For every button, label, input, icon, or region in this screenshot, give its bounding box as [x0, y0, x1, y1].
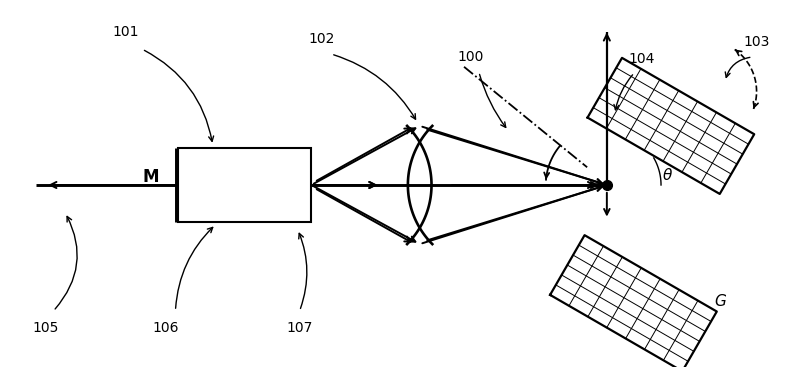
Text: 104: 104	[628, 52, 654, 66]
Bar	[178, 148, 311, 222]
Text: 106: 106	[152, 321, 179, 335]
Text: M: M	[142, 168, 159, 186]
Text: 105: 105	[32, 321, 58, 335]
Text: G: G	[714, 294, 726, 309]
Text: 101: 101	[113, 25, 139, 39]
Text: 102: 102	[308, 32, 334, 46]
Text: 107: 107	[286, 321, 313, 335]
Text: 103: 103	[743, 35, 770, 49]
Text: 100: 100	[458, 50, 484, 64]
Text: $\theta$: $\theta$	[662, 167, 674, 183]
